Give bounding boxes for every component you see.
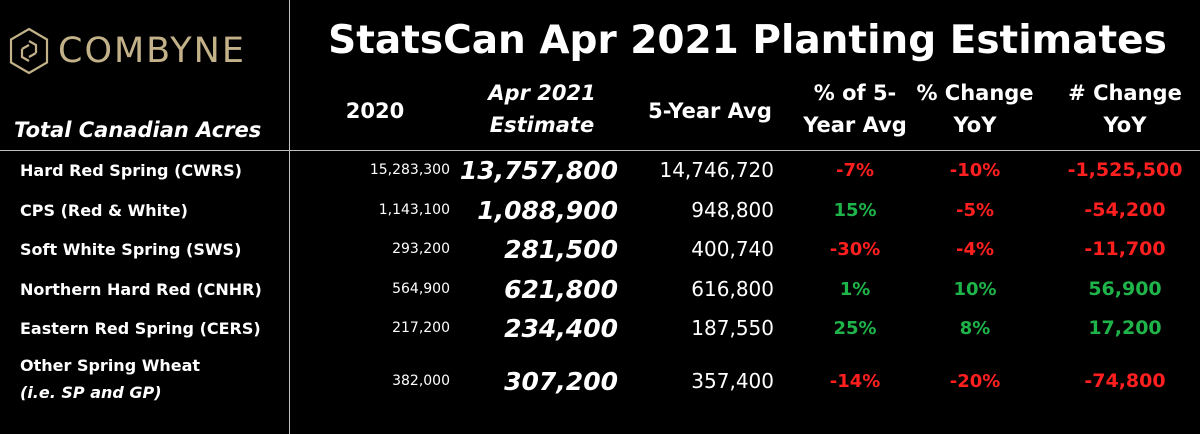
row-label-line1: Other Spring Wheat — [20, 356, 201, 375]
value-estimate: 281,500 — [504, 234, 618, 264]
value-estimate: 234,400 — [504, 313, 618, 343]
value-pct-yoy: 10% — [953, 278, 997, 300]
row-label: Other Spring Wheat (i.e. SP and GP) — [20, 352, 200, 406]
value-2020: 15,283,300 — [369, 162, 450, 178]
header-estimate-line2: Estimate — [489, 113, 595, 137]
table-row: Eastern Red Spring (CERS) 217,200 234,40… — [0, 308, 1200, 348]
table-row: Other Spring Wheat (i.e. SP and GP) 382,… — [0, 352, 1200, 410]
value-pct-5yr: 25% — [833, 317, 877, 339]
row-label: Eastern Red Spring (CERS) — [20, 318, 261, 338]
value-2020: 564,900 — [392, 281, 450, 297]
row-label-line2: (i.e. SP and GP) — [20, 383, 162, 402]
header-num-yoy-line1: # Change — [1068, 81, 1182, 105]
header-pct-5yr-line1: % of 5- — [813, 81, 897, 105]
value-num-yoy: -54,200 — [1084, 199, 1166, 221]
combyne-logo: COMBYNE — [8, 26, 246, 76]
value-2020: 217,200 — [392, 320, 450, 336]
table-subtitle: Total Canadian Acres — [14, 118, 262, 142]
header-5yr-avg: 5-Year Avg — [648, 99, 772, 123]
header-estimate-line1: Apr 2021 — [488, 81, 596, 105]
value-num-yoy: 17,200 — [1088, 317, 1162, 339]
value-pct-yoy: -20% — [949, 370, 1001, 392]
table-row: Soft White Spring (SWS) 293,200 281,500 … — [0, 229, 1200, 269]
value-num-yoy: -74,800 — [1084, 370, 1166, 392]
table-row: Northern Hard Red (CNHR) 564,900 621,800… — [0, 269, 1200, 309]
value-5yr-avg: 948,800 — [691, 198, 774, 222]
logo-text: COMBYNE — [58, 31, 246, 71]
value-estimate: 621,800 — [504, 274, 618, 304]
value-5yr-avg: 357,400 — [691, 369, 774, 393]
combyne-logo-icon — [9, 27, 49, 75]
header-pct-yoy-line2: YoY — [953, 113, 997, 137]
header-divider — [0, 150, 1200, 151]
header-estimate: Apr 2021 Estimate — [462, 77, 622, 141]
value-2020: 293,200 — [392, 241, 450, 257]
value-pct-yoy: -10% — [949, 159, 1001, 181]
page-title: StatsCan Apr 2021 Planting Estimates — [328, 18, 1167, 63]
header-pct-yoy: % Change YoY — [905, 77, 1045, 141]
value-2020: 1,143,100 — [378, 202, 450, 218]
value-pct-yoy: -4% — [955, 238, 995, 260]
value-pct-5yr: -7% — [835, 159, 875, 181]
row-label: CPS (Red & White) — [20, 200, 188, 220]
value-pct-5yr: 15% — [833, 199, 877, 221]
header-num-yoy-line2: YoY — [1103, 113, 1147, 137]
value-pct-5yr: -14% — [829, 370, 881, 392]
value-pct-yoy: 8% — [959, 317, 991, 339]
row-label: Soft White Spring (SWS) — [20, 239, 242, 259]
value-estimate: 1,088,900 — [477, 195, 618, 225]
value-num-yoy: 56,900 — [1088, 278, 1162, 300]
value-pct-5yr: -30% — [829, 238, 881, 260]
value-5yr-avg: 400,740 — [691, 237, 774, 261]
value-num-yoy: -1,525,500 — [1067, 159, 1183, 181]
value-5yr-avg: 14,746,720 — [659, 158, 774, 182]
header-pct-yoy-line1: % Change — [916, 81, 1034, 105]
value-5yr-avg: 187,550 — [691, 316, 774, 340]
table-row: CPS (Red & White) 1,143,100 1,088,900 94… — [0, 190, 1200, 230]
vertical-divider — [289, 0, 290, 434]
table-row: Hard Red Spring (CWRS) 15,283,300 13,757… — [0, 150, 1200, 190]
value-estimate: 307,200 — [504, 366, 618, 396]
value-estimate: 13,757,800 — [459, 155, 618, 185]
value-5yr-avg: 616,800 — [691, 277, 774, 301]
row-label: Hard Red Spring (CWRS) — [20, 160, 242, 180]
value-pct-yoy: -5% — [955, 199, 995, 221]
header-2020: 2020 — [345, 99, 405, 123]
header-pct-5yr: % of 5- Year Avg — [785, 77, 925, 141]
header-num-yoy: # Change YoY — [1040, 77, 1200, 141]
value-num-yoy: -11,700 — [1084, 238, 1166, 260]
row-label: Northern Hard Red (CNHR) — [20, 279, 262, 299]
value-pct-5yr: 1% — [839, 278, 871, 300]
value-2020: 382,000 — [392, 373, 450, 389]
header-pct-5yr-line2: Year Avg — [803, 113, 907, 137]
